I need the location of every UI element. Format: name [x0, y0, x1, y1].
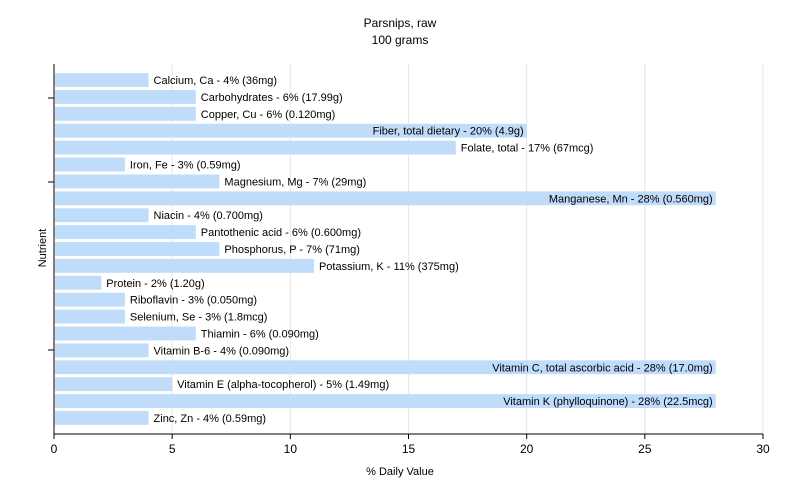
x-tick-label-25: 25: [638, 442, 652, 456]
bar-label-2: Copper, Cu - 6% (0.120mg): [201, 109, 336, 121]
bar-7: [55, 191, 716, 206]
x-tick-label-30: 30: [756, 442, 770, 456]
bar-label-19: Vitamin K (phylloquinone) - 28% (22.5mcg…: [503, 396, 713, 408]
bar-0: [55, 73, 149, 87]
chart-title: Parsnips, raw: [363, 16, 437, 30]
bar-5: [55, 157, 125, 172]
bar-label-3: Fiber, total dietary - 20% (4.9g): [373, 126, 524, 138]
x-axis-label: % Daily Value: [366, 466, 434, 478]
bar-19: [55, 394, 716, 408]
bar-12: [55, 275, 102, 290]
x-tick-label-0: 0: [51, 442, 58, 456]
bar-label-1: Carbohydrates - 6% (17.99g): [201, 92, 343, 104]
bar-6: [55, 174, 220, 189]
bar-8: [55, 208, 149, 223]
bar-13: [55, 292, 125, 307]
bar-label-13: Riboflavin - 3% (0.050mg): [130, 295, 257, 307]
bar-2: [55, 106, 196, 121]
bar-15: [55, 326, 196, 341]
bar-label-4: Folate, total - 17% (67mcg): [461, 143, 594, 155]
x-tick-label-5: 5: [169, 442, 176, 456]
bar-label-16: Vitamin B-6 - 4% (0.090mg): [154, 345, 290, 357]
bar-label-11: Potassium, K - 11% (375mg): [319, 261, 459, 273]
bar-18: [55, 377, 173, 392]
bar-label-14: Selenium, Se - 3% (1.8mcg): [130, 312, 268, 324]
bar-17: [55, 360, 716, 375]
bar-label-9: Pantothenic acid - 6% (0.600mg): [201, 227, 361, 239]
chart-subtitle: 100 grams: [371, 33, 429, 47]
bar-14: [55, 309, 125, 324]
bar-label-0: Calcium, Ca - 4% (36mg): [154, 75, 277, 87]
bar-label-5: Iron, Fe - 3% (0.59mg): [130, 160, 241, 172]
bar-16: [55, 343, 149, 358]
x-tick-label-10: 10: [284, 442, 298, 456]
x-tick-label-20: 20: [520, 442, 534, 456]
bar-20: [55, 411, 149, 425]
bar-3: [55, 123, 527, 138]
bar-label-7: Manganese, Mn - 28% (0.560mg): [549, 193, 713, 205]
bar-9: [55, 225, 196, 240]
bar-11: [55, 258, 314, 273]
bar-label-6: Magnesium, Mg - 7% (29mg): [224, 176, 366, 188]
bar-label-17: Vitamin C, total ascorbic acid - 28% (17…: [492, 362, 713, 374]
bar-label-12: Protein - 2% (1.20g): [106, 278, 204, 290]
bar-label-20: Zinc, Zn - 4% (0.59mg): [154, 413, 266, 425]
bar-10: [55, 242, 220, 256]
bar-label-18: Vitamin E (alpha-tocopherol) - 5% (1.49m…: [177, 379, 389, 391]
bar-label-10: Phosphorus, P - 7% (71mg): [224, 244, 360, 256]
bar-label-8: Niacin - 4% (0.700mg): [154, 210, 263, 222]
x-tick-label-15: 15: [402, 442, 416, 456]
bar-1: [55, 90, 196, 104]
bar-4: [55, 140, 456, 155]
bar-label-15: Thiamin - 6% (0.090mg): [201, 328, 319, 340]
